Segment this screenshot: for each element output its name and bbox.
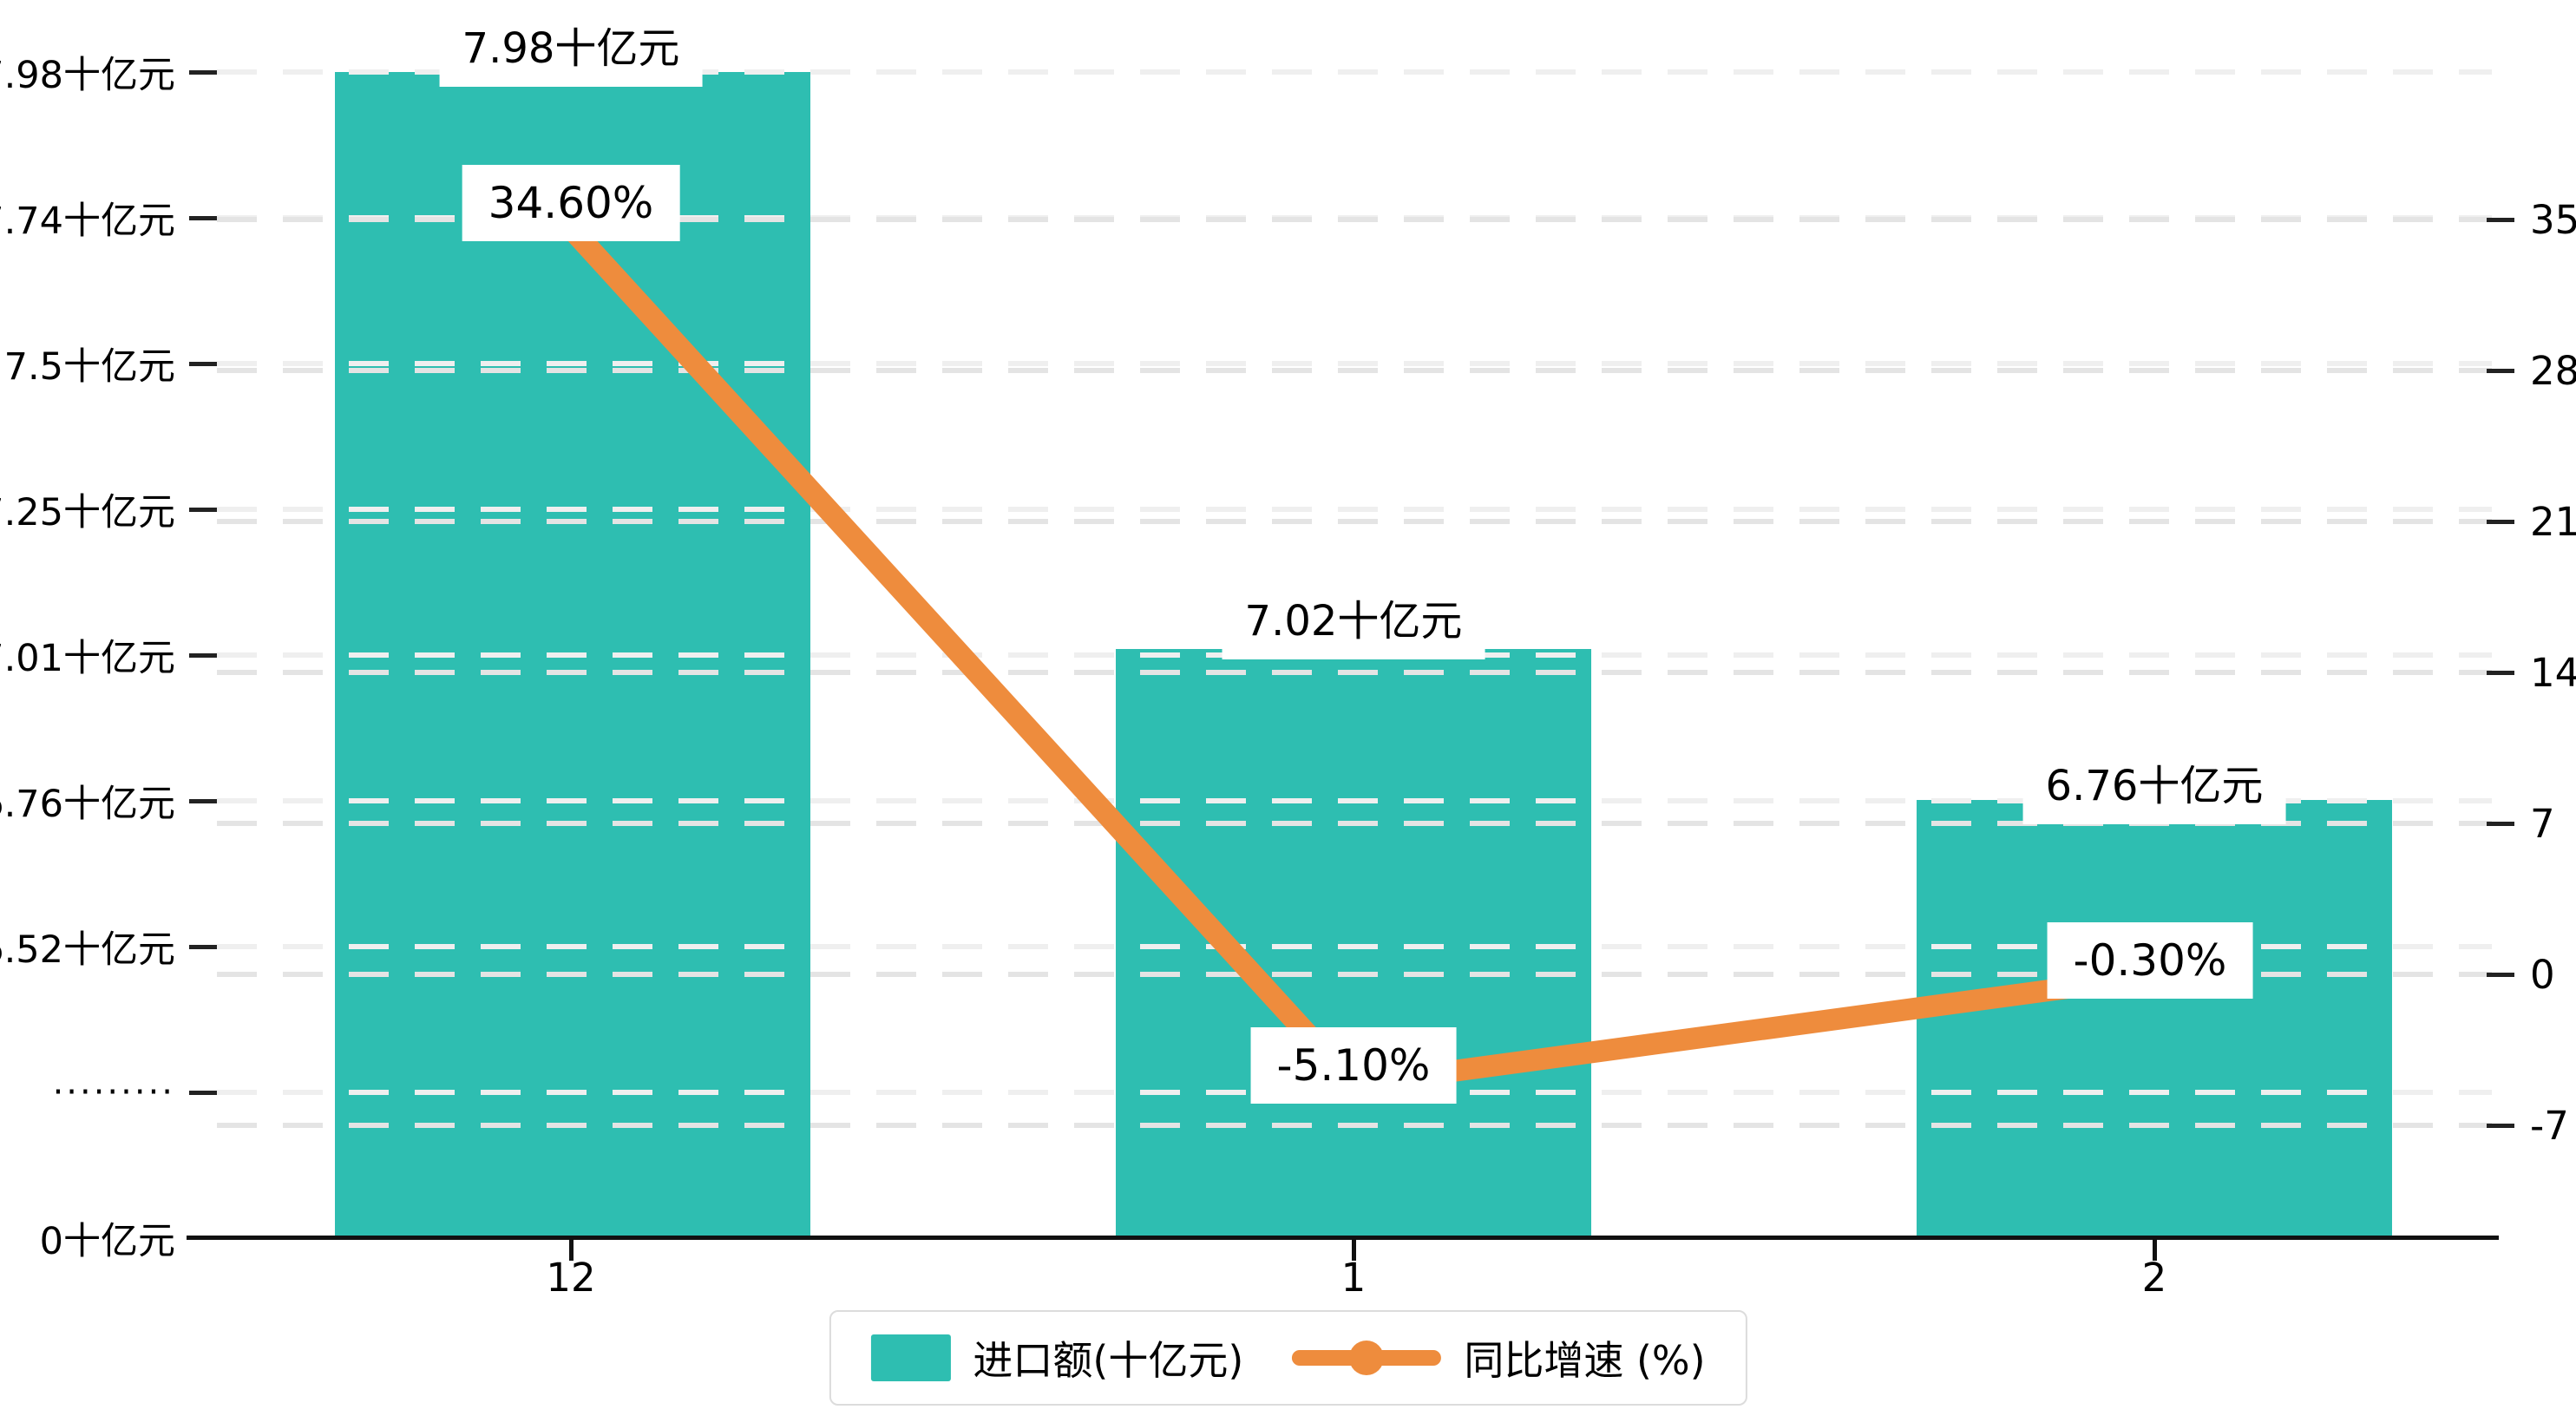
bar-month-1 [1116, 649, 1591, 1238]
tick-dash [189, 944, 217, 949]
tick-dash [2487, 368, 2514, 373]
left-tick-label: 6.52十亿元 [0, 928, 175, 972]
left-axis-tick: 7.98十亿元 [0, 48, 217, 97]
right-tick-label: 28 [2530, 347, 2576, 394]
legend-label: 同比增速 (%) [1464, 1337, 1706, 1384]
right-tick-label: 35 [2530, 196, 2576, 243]
right-tick-label: 21 [2530, 498, 2576, 545]
right-axis-tick: 0 [2487, 950, 2555, 999]
tick-dash [189, 652, 217, 658]
left-axis-tick: 7.25十亿元 [0, 485, 217, 534]
right-tick-label: 7 [2530, 800, 2555, 847]
right-axis-tick: 21 [2487, 497, 2576, 546]
tick-dash [2487, 519, 2514, 524]
line-point-label: -5.10% [1250, 1027, 1457, 1104]
right-axis-tick: -7 [2487, 1101, 2569, 1150]
legend-label: 进口额(十亿元) [973, 1337, 1244, 1384]
tick-dash [2487, 821, 2514, 826]
left-axis-break-tick: ········· [0, 1068, 217, 1117]
tick-dash [189, 361, 217, 366]
tick-dash [189, 507, 217, 512]
bar-value-label: 6.76十亿元 [2022, 739, 2286, 824]
tick-dash [2487, 670, 2514, 675]
gridline [217, 361, 2492, 366]
gridline [217, 519, 2492, 524]
bar-value-label: 7.02十亿元 [1222, 574, 1485, 659]
bar-series-swatch-icon [870, 1334, 951, 1381]
gridline [217, 972, 2492, 977]
gridline [217, 507, 2492, 512]
gridline [217, 69, 2492, 75]
tick-dash [2487, 217, 2514, 222]
left-tick-label: 7.01十亿元 [0, 637, 175, 680]
line-point-label: -0.30% [2047, 922, 2253, 999]
left-axis-tick: 7.5十亿元 [0, 339, 217, 389]
gridline [217, 670, 2492, 675]
right-tick-label: 14 [2530, 649, 2576, 696]
left-tick-label: 7.74十亿元 [0, 200, 175, 243]
right-tick-label: 0 [2530, 951, 2555, 998]
gridline [217, 944, 2492, 949]
tick-dash [189, 69, 217, 75]
left-tick-label: 6.76十亿元 [0, 783, 175, 826]
right-tick-label: -7 [2530, 1102, 2569, 1149]
x-tick-mark [1352, 1240, 1356, 1261]
left-axis-tick: 6.76十亿元 [0, 777, 217, 826]
gridline [217, 217, 2492, 222]
legend-item-yoy-growth[interactable]: 同比增速 (%) [1292, 1329, 1706, 1386]
x-tick-label: 12 [546, 1255, 596, 1301]
right-axis-tick: 35 [2487, 195, 2576, 244]
x-tick-mark [2153, 1240, 2157, 1261]
left-tick-label: 7.5十亿元 [3, 345, 175, 389]
axis-break-dots: ········· [52, 1072, 175, 1112]
x-tick-label: 1 [1340, 1255, 1367, 1301]
x-tick-mark [569, 1240, 574, 1261]
legend-item-import-amount[interactable]: 进口额(十亿元) [870, 1329, 1243, 1386]
line-dot-icon [1349, 1341, 1385, 1375]
bar-month-2 [1917, 800, 2392, 1238]
bar-value-label: 7.98十亿元 [439, 2, 703, 87]
left-tick-label: 7.98十亿元 [0, 54, 175, 97]
left-axis-tick: 7.74十亿元 [0, 193, 217, 243]
line-point-label: 34.60% [462, 165, 680, 241]
tick-dash [189, 1090, 217, 1095]
x-axis-line [187, 1236, 2499, 1240]
left-tick-label: 7.25十亿元 [0, 491, 175, 534]
left-axis-tick: 6.52十亿元 [0, 922, 217, 972]
chart-legend: 进口额(十亿元) 同比增速 (%) [829, 1310, 1747, 1406]
left-axis-tick: 0十亿元 [0, 1214, 217, 1263]
right-axis-tick: 28 [2487, 346, 2576, 395]
gridline [217, 821, 2492, 826]
left-tick-label: 0十亿元 [39, 1220, 175, 1263]
line-series-marker-icon [1292, 1334, 1442, 1381]
gridline [217, 368, 2492, 373]
gridline [217, 1123, 2492, 1128]
right-axis-tick: 14 [2487, 648, 2576, 697]
x-tick-label: 2 [2141, 1255, 2167, 1301]
tick-dash [2487, 972, 2514, 977]
tick-dash [189, 215, 217, 220]
tick-dash [189, 798, 217, 803]
tick-dash [2487, 1123, 2514, 1128]
left-axis-tick: 7.01十亿元 [0, 631, 217, 680]
right-axis-tick: 7 [2487, 799, 2555, 848]
gridline [217, 798, 2492, 803]
